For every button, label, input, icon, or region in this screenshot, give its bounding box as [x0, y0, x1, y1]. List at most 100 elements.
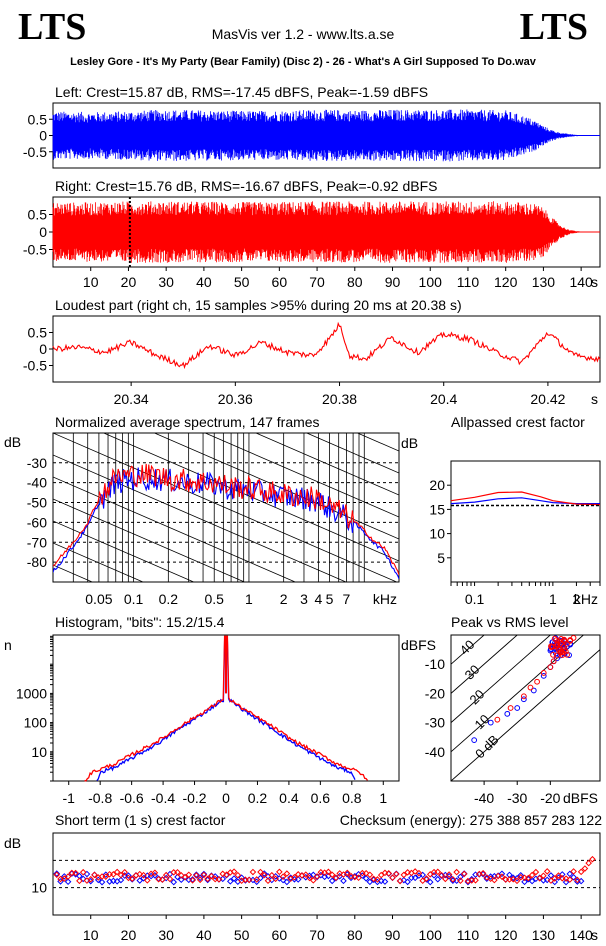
shortcrest-point-right [291, 873, 298, 881]
peakrms-point-right [540, 670, 547, 676]
peakrms-point-right [547, 664, 554, 671]
shortcrest-point-right [113, 868, 121, 876]
spectrum-xtick-label: 7 [343, 591, 351, 607]
peakrms-point-right [567, 637, 574, 643]
shortcrest-point-right [336, 870, 344, 877]
wave-xtick-label: 80 [347, 274, 363, 290]
wave-ytick-label: 0 [39, 128, 47, 144]
shortcrest-point-right [72, 869, 79, 877]
spectrum-slope-line [53, 542, 144, 582]
shortcrest-xunit: s [591, 927, 598, 943]
crest-ytick-label: 20 [429, 477, 445, 493]
shortcrest-xtick-label: 80 [347, 927, 363, 943]
peakrms-title: Peak vs RMS level [451, 614, 568, 630]
shortcrest-tail-point [585, 859, 592, 867]
wave-xtick-label: 100 [419, 274, 443, 290]
shortcrest-point-right [434, 868, 442, 876]
shortcrest-point-right [494, 872, 502, 880]
shortcrest-point-right [389, 874, 396, 881]
shortcrest-point-right [162, 871, 170, 879]
peakrms-ytick-label: -40 [425, 744, 445, 760]
peakrms-point-right [534, 678, 540, 685]
shortcrest-point-right [570, 868, 577, 875]
spectrum-slope-line [53, 476, 297, 582]
loudest-xtick-label: 20.38 [322, 391, 357, 407]
shortcrest-point-left [136, 877, 144, 884]
shortcrest-point-right [144, 877, 151, 884]
shortcrest-point-right [370, 875, 377, 883]
shortcrest-point-right [457, 877, 464, 885]
shortcrest-point-right [419, 877, 427, 885]
shortcrest-xtick-label: 140 [569, 927, 593, 943]
spectrum-xunit: kHz [373, 591, 397, 607]
shortcrest-point-right [551, 875, 559, 882]
shortcrest-point-left [498, 870, 506, 878]
logo-right: LTS [519, 6, 588, 48]
wave-xtick-label: 60 [272, 274, 288, 290]
shortcrest-point-right [200, 871, 208, 879]
waveform-trace-right [52, 201, 598, 263]
crest-diagonal-4 [451, 649, 600, 781]
wave-xtick-label: 20 [121, 274, 137, 290]
shortcrest-point-left [226, 878, 234, 885]
shortcrest-point-right [415, 869, 423, 877]
histogram-xtick-label: 0 [222, 790, 230, 806]
shortcrest-tail-point [581, 865, 589, 872]
crest-line-label: 30 [462, 662, 483, 683]
shortcrest-point-left [98, 878, 106, 886]
peakrms-point-left [520, 696, 527, 703]
crest-xunit: kHz [574, 591, 598, 607]
shortcrest-point-left [400, 876, 408, 884]
shortcrest-point-right [215, 875, 223, 883]
shortcrest-point-right [453, 868, 460, 876]
wave-title-0: Left: Crest=15.87 dB, RMS=-17.45 dBFS, P… [55, 84, 428, 100]
shortcrest-xtick-label: 70 [309, 927, 325, 943]
spectrum-slope-line [53, 520, 195, 582]
shortcrest-point-left [117, 876, 125, 884]
shortcrest-point-right [574, 876, 581, 884]
shortcrest-point-left [294, 876, 302, 883]
spectrum-ylabel: dB [4, 434, 21, 450]
peakrms-xtick-label: -40 [474, 790, 494, 806]
peakrms-point-right [559, 652, 566, 658]
shortcrest-xtick-label: 30 [158, 927, 174, 943]
wave-xtick-label: 120 [494, 274, 518, 290]
histogram-xtick-label: -0.8 [88, 790, 112, 806]
shortcrest-point-left [196, 874, 204, 882]
shortcrest-title: Short term (1 s) crest factor [55, 812, 226, 828]
spectrum-slope-line [204, 433, 399, 518]
spectrum-frame [52, 432, 400, 583]
shortcrest-point-left [340, 877, 347, 885]
crest-diagonal-1 [451, 635, 518, 694]
shortcrest-point-right [276, 868, 283, 876]
wave-title-1: Right: Crest=15.76 dB, RMS=-16.67 dBFS, … [55, 178, 437, 194]
peakrms-point-right [561, 636, 567, 643]
shortcrest-point-right [208, 872, 215, 880]
shortcrest-point-left [230, 875, 238, 882]
shortcrest-point-right [159, 876, 166, 883]
shortcrest-point-right [472, 876, 479, 884]
shortcrest-point-right [189, 876, 196, 884]
logo-left: LTS [18, 6, 87, 48]
shortcrest-point-right [181, 873, 189, 881]
shortcrest-point-left [219, 875, 227, 883]
crest-line-label: 40 [457, 637, 478, 658]
shortcrest-point-right [385, 870, 393, 877]
shortcrest-point-right [102, 873, 110, 880]
shortcrest-point-left [110, 877, 117, 885]
peakrms-point-right [562, 648, 569, 655]
shortcrest-point-right [79, 868, 87, 876]
histogram-xtick-label: 0.4 [279, 790, 299, 806]
shortcrest-point-left [238, 874, 245, 881]
shortcrest-point-left [328, 877, 336, 885]
histogram-xtick-label: 0.2 [248, 790, 268, 806]
shortcrest-point-right [121, 868, 128, 876]
spectrum-xtick-label: 0.1 [124, 591, 144, 607]
shortcrest-point-left [457, 873, 464, 881]
loudest-xtick-label: 20.36 [218, 391, 253, 407]
shortcrest-tail-point [589, 855, 596, 863]
shortcrest-point-left [257, 874, 264, 882]
shortcrest-point-right [536, 874, 543, 882]
shortcrest-point-left [317, 871, 325, 879]
